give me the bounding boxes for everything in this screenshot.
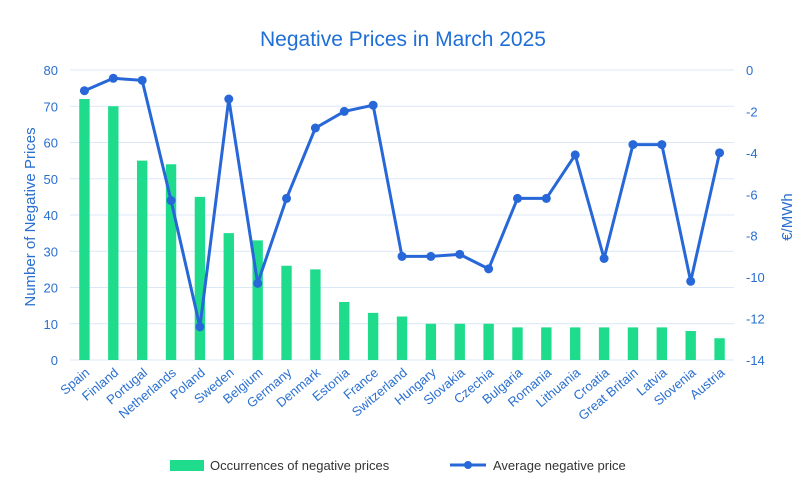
right-tick-label: -4	[746, 146, 758, 161]
bar-bulgaria	[512, 327, 523, 360]
line-point-portugal	[137, 75, 147, 85]
bar-slovakia	[454, 323, 465, 360]
line-point-romania	[541, 193, 551, 203]
bar-great-britain	[627, 327, 639, 360]
bar-germany	[281, 265, 292, 360]
right-tick-label: -10	[746, 270, 765, 285]
legend-bar-swatch	[170, 460, 204, 471]
line-point-great-britain	[628, 140, 638, 150]
legend-line-label: Average negative price	[493, 458, 626, 473]
bar-hungary	[425, 323, 437, 360]
bar-spain	[79, 99, 90, 360]
chart-title: Negative Prices in March 2025	[260, 28, 546, 51]
bar-denmark	[310, 269, 321, 360]
bar-switzerland	[396, 316, 408, 360]
line-point-poland	[195, 322, 205, 332]
bar-latvia	[656, 327, 668, 360]
line-point-slovenia	[686, 276, 696, 286]
average-price-line	[83, 76, 722, 329]
right-tick-label: 0	[746, 63, 753, 78]
line-point-finland	[108, 73, 118, 83]
bar-croatia	[598, 327, 610, 360]
line-series	[79, 73, 725, 332]
bar-austria	[714, 338, 725, 360]
bar-sweden	[223, 233, 234, 360]
legend: Occurrences of negative prices Average n…	[170, 458, 626, 473]
line-point-slovakia	[455, 249, 465, 259]
left-tick-label: 20	[44, 281, 58, 296]
line-point-estonia	[339, 106, 349, 116]
legend-bar-label: Occurrences of negative prices	[210, 458, 390, 473]
left-tick-label: 10	[44, 317, 58, 332]
x-axis-ticks: SpainFinlandPortugalNetherlandsPolandSwe…	[57, 364, 728, 423]
line-point-germany	[282, 193, 292, 203]
left-tick-label: 60	[44, 136, 58, 151]
right-tick-label: -2	[746, 104, 758, 119]
line-point-switzerland	[397, 251, 407, 261]
legend-line-marker	[464, 461, 472, 469]
line-point-denmark	[310, 123, 320, 133]
bar-series	[79, 99, 725, 360]
line-point-austria	[715, 148, 725, 158]
line-point-france	[368, 100, 378, 110]
left-axis-title: Number of Negative Prices	[22, 127, 39, 306]
line-point-belgium	[253, 278, 263, 288]
left-tick-label: 80	[44, 63, 58, 78]
line-point-latvia	[657, 140, 667, 150]
left-tick-label: 40	[44, 208, 58, 223]
line-point-hungary	[426, 251, 436, 261]
left-tick-label: 70	[44, 99, 58, 114]
right-tick-label: -12	[746, 312, 765, 327]
left-tick-label: 30	[44, 244, 58, 259]
bar-portugal	[136, 160, 148, 360]
right-axis-title: €/MWh	[779, 193, 796, 241]
line-point-croatia	[599, 254, 609, 263]
bar-finland	[108, 106, 119, 360]
left-axis-ticks: 0 10 20 30 40 50 60 70 80	[44, 63, 58, 368]
gridlines	[70, 69, 734, 361]
line-point-bulgaria	[512, 193, 522, 203]
bar-slovenia	[685, 331, 696, 360]
bar-romania	[541, 327, 552, 360]
line-point-sweden	[224, 94, 234, 104]
line-point-netherlands	[166, 196, 176, 205]
bar-netherlands	[165, 164, 177, 360]
right-axis-ticks: 0 -2 -4 -6 -8 -10 -12 -14	[746, 63, 765, 368]
bar-lithuania	[570, 327, 581, 360]
line-point-lithuania	[570, 150, 580, 160]
bar-belgium	[252, 240, 263, 360]
line-point-spain	[79, 86, 89, 96]
bar-france	[367, 312, 379, 360]
line-point-czechia	[484, 264, 494, 274]
right-tick-label: -8	[746, 229, 758, 244]
left-tick-label: 0	[51, 353, 58, 368]
left-tick-label: 50	[44, 172, 58, 187]
right-tick-label: -14	[746, 353, 765, 368]
bar-poland	[194, 196, 206, 360]
bar-czechia	[483, 323, 494, 360]
right-tick-label: -6	[746, 187, 758, 202]
bar-estonia	[339, 302, 350, 360]
